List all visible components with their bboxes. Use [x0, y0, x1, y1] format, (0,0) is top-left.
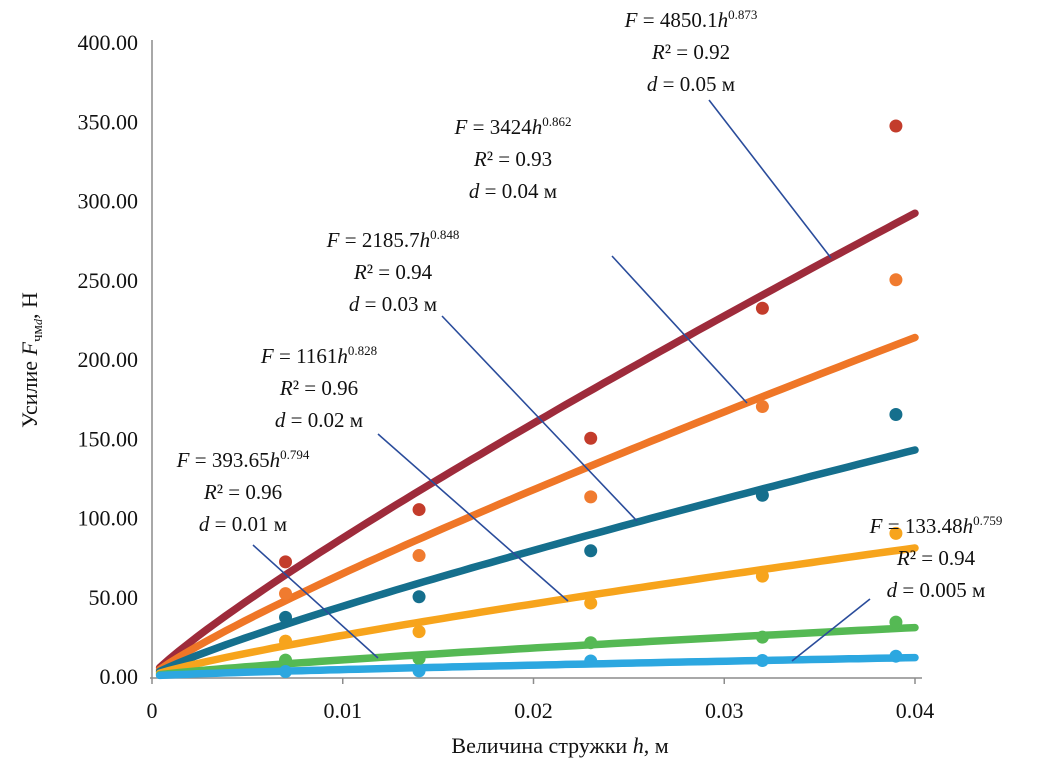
trend-line-0.03	[155, 446, 919, 676]
x-axis-tick-label: 0	[147, 698, 158, 723]
data-point-0.02	[755, 569, 769, 583]
data-point-0.02	[889, 526, 903, 540]
x-axis-title-text: Величина стружки	[451, 733, 633, 758]
data-point-0.01	[412, 652, 426, 666]
equation-annotation-d-0.01: F = 393.65h0.794 R² = 0.96 d = 0.01 м	[177, 444, 310, 540]
data-point-0.04	[889, 273, 903, 287]
data-point-0.01	[584, 636, 598, 650]
equation-line: F = 4850.1h0.873	[624, 7, 758, 32]
x-axis-title: Величина стружки h, м	[451, 733, 668, 759]
data-point-0.005	[584, 654, 598, 668]
data-point-0.02	[584, 596, 598, 610]
data-point-0.05	[889, 119, 903, 133]
data-point-0.04	[584, 490, 598, 504]
data-point-0.03	[755, 488, 769, 502]
y-axis-tick-label: 400.00	[78, 30, 139, 55]
data-point-0.005	[412, 664, 426, 678]
equation-annotation-d-0.05: F = 4850.1h0.873 R² = 0.92 d = 0.05 м	[625, 4, 758, 100]
data-point-0.03	[279, 610, 293, 624]
equation-line: F = 2185.7h0.848	[326, 227, 460, 252]
equation-line: F = 3424h0.862	[454, 114, 572, 139]
equation-annotation-d-0.04: F = 3424h0.862 R² = 0.93 d = 0.04 м	[455, 111, 572, 207]
y-axis-title: Усилие Fчмd, Н	[17, 110, 47, 610]
equation-annotation-d-0.02: F = 1161h0.828 R² = 0.96 d = 0.02 м	[261, 340, 377, 436]
annotation-leader-line	[441, 315, 638, 522]
data-point-0.01	[889, 615, 903, 629]
y-axis-tick-label: 0.00	[100, 664, 139, 689]
data-point-0.04	[279, 587, 293, 601]
r-squared-line: R² = 0.92	[651, 40, 731, 64]
diameter-line: d = 0.01 м	[198, 512, 288, 536]
y-axis-tick-label: 100.00	[78, 506, 139, 531]
data-point-0.04	[412, 549, 426, 563]
data-point-0.05	[412, 503, 426, 517]
r-squared-line: R² = 0.96	[203, 480, 283, 504]
annotation-leader-line	[708, 99, 832, 259]
r-squared-line: R² = 0.96	[279, 376, 359, 400]
annotation-leader-line	[377, 433, 569, 602]
equation-line: F = 1161h0.828	[260, 343, 378, 368]
data-point-0.05	[584, 431, 598, 445]
r-squared-line: R² = 0.94	[896, 546, 976, 570]
data-point-0.03	[889, 407, 903, 421]
data-point-0.05	[755, 301, 769, 315]
data-point-0.02	[412, 625, 426, 639]
annotation-leader-line	[611, 255, 748, 404]
diameter-line: d = 0.005 м	[886, 578, 986, 602]
data-point-0.005	[755, 653, 769, 667]
y-axis-tick-label: 50.00	[89, 585, 139, 610]
equation-line: F = 393.65h0.794	[176, 447, 310, 472]
equation-annotation-d-0.005: F = 133.48h0.759 R² = 0.94 d = 0.005 м	[870, 510, 1003, 606]
trend-line-0.04	[155, 333, 919, 674]
x-axis-tick-label: 0.04	[896, 698, 935, 723]
data-point-0.04	[755, 400, 769, 414]
annotation-leader-line	[252, 544, 379, 659]
x-axis-title-unit: , м	[643, 733, 669, 758]
data-point-0.01	[755, 630, 769, 644]
diameter-line: d = 0.05 м	[646, 72, 736, 96]
data-point-0.01	[279, 653, 293, 667]
y-axis-title-unit: , Н	[17, 292, 42, 319]
diameter-line: d = 0.02 м	[274, 408, 364, 432]
r-squared-line: R² = 0.93	[473, 147, 553, 171]
y-axis-title-symbol: F	[17, 342, 42, 356]
data-point-0.03	[584, 544, 598, 558]
diameter-line: d = 0.04 м	[468, 179, 558, 203]
data-point-0.05	[279, 555, 293, 569]
y-axis-title-text: Усилие	[17, 355, 42, 428]
y-axis-tick-label: 350.00	[78, 109, 139, 134]
equation-line: F = 133.48h0.759	[869, 513, 1003, 538]
y-axis-title-subscript: чмd	[30, 318, 47, 342]
equation-annotation-d-0.03: F = 2185.7h0.848 R² = 0.94 d = 0.03 м	[327, 224, 460, 320]
y-axis-tick-label: 150.00	[78, 426, 139, 451]
y-axis-tick-label: 200.00	[78, 347, 139, 372]
annotation-leader-line	[791, 598, 871, 662]
x-axis-tick-label: 0.02	[514, 698, 553, 723]
r-squared-line: R² = 0.94	[353, 260, 433, 284]
x-axis-tick-label: 0.01	[324, 698, 363, 723]
y-axis-tick-label: 300.00	[78, 189, 139, 214]
y-axis-tick-label: 250.00	[78, 268, 139, 293]
x-axis-tick-label: 0.03	[705, 698, 744, 723]
data-point-0.005	[279, 665, 293, 679]
data-point-0.005	[889, 649, 903, 663]
data-point-0.03	[412, 590, 426, 604]
diameter-line: d = 0.03 м	[348, 292, 438, 316]
data-point-0.02	[279, 634, 293, 648]
x-axis-title-symbol: h	[632, 733, 644, 758]
